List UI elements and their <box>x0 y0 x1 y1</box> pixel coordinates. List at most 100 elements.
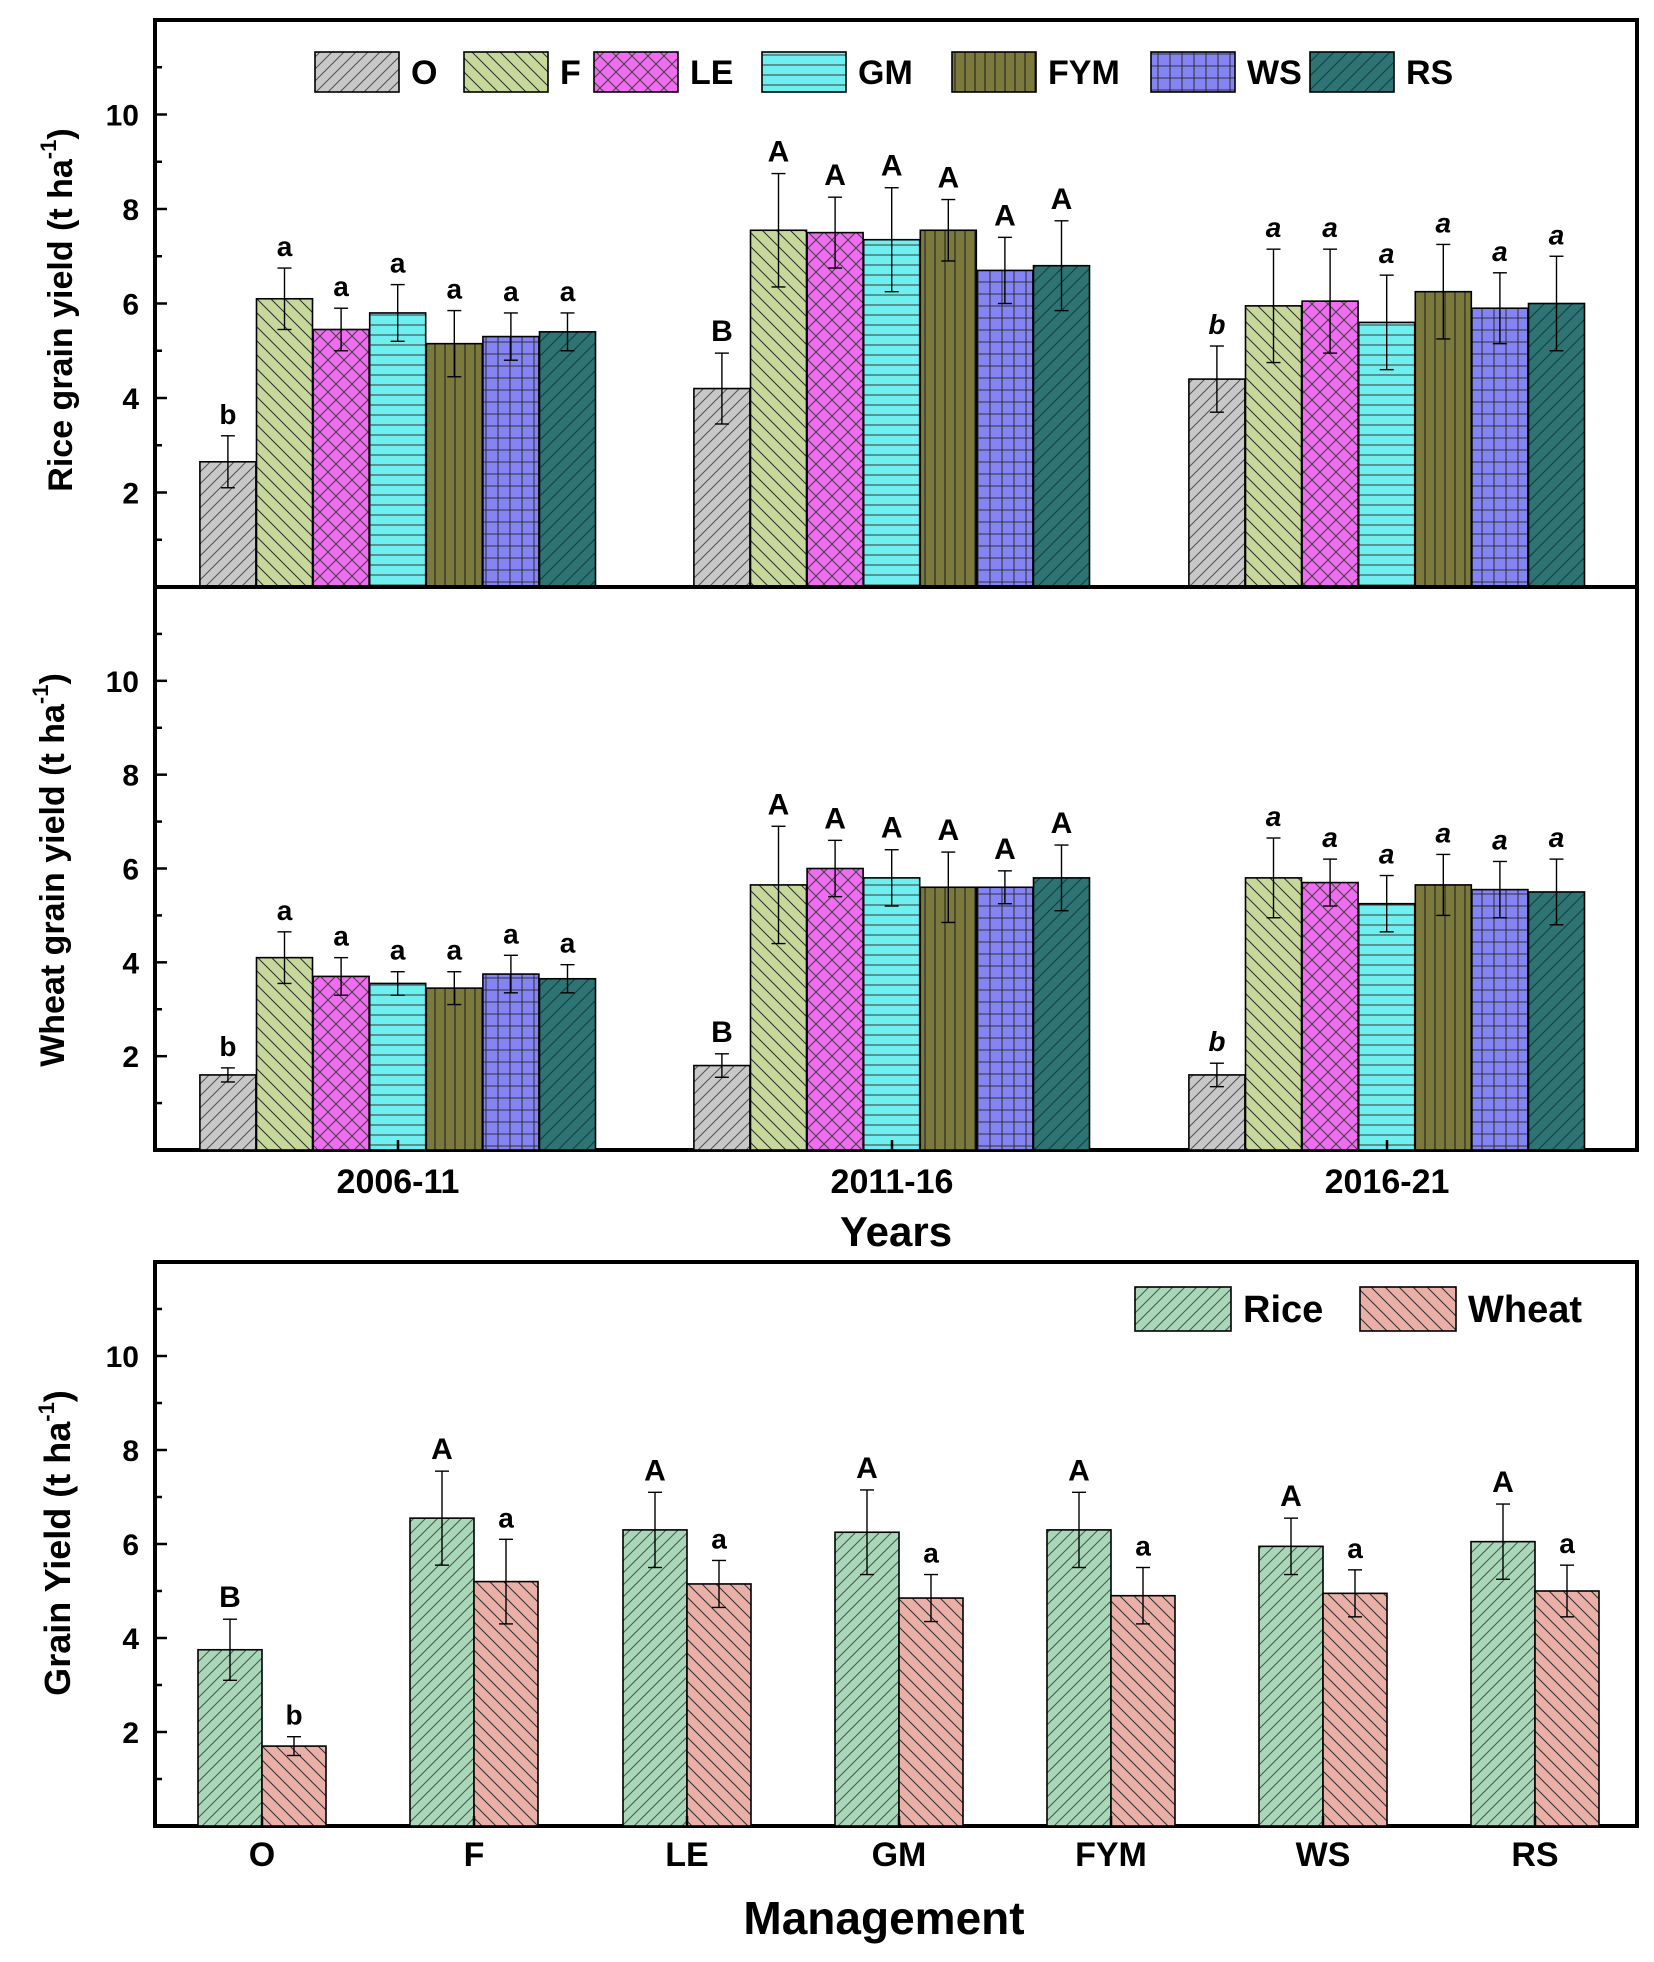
bar-le-2016-21 <box>1301 881 1359 1151</box>
bar-le-2006-11 <box>312 328 370 588</box>
significance-label: A <box>881 150 903 183</box>
error-bar-le-2016-21 <box>1323 858 1338 907</box>
significance-label: a <box>923 1538 939 1569</box>
bar-wheat-fym <box>1110 1594 1176 1827</box>
legend-label-gm: GM <box>858 54 913 92</box>
significance-label: a <box>1492 824 1508 855</box>
bar-le-2011-16 <box>806 231 864 588</box>
significance-label: a <box>1559 1528 1575 1559</box>
legend-swatch-ws <box>1150 51 1236 93</box>
legend-swatch-gm <box>761 51 847 93</box>
years-axis-title: Years <box>840 1208 952 1255</box>
bar-rs-2006-11 <box>538 331 597 588</box>
error-bar-o-2011-16 <box>714 1053 729 1078</box>
bar-rs-2011-16 <box>1032 877 1091 1151</box>
legend-item-f: F <box>463 51 581 93</box>
significance-label: A <box>1280 1480 1302 1513</box>
error-bar-ws-2011-16 <box>997 870 1012 905</box>
error-bar-ws-2006-11 <box>503 954 518 994</box>
wheat-x-axis: 2006-11 2011-16 2016-21 <box>337 1140 1450 1201</box>
significance-label: a <box>447 935 463 966</box>
bar-f-2006-11 <box>255 956 314 1151</box>
legend-item-rice: Rice <box>1134 1286 1323 1332</box>
bar-rice-ws <box>1258 1545 1324 1827</box>
significance-label: a <box>1135 1531 1151 1562</box>
wheat-y-axis: 2 4 6 8 10 <box>106 632 167 1105</box>
significance-label: a <box>1347 1533 1363 1564</box>
bar-ws-2016-21 <box>1471 307 1529 588</box>
bar-o-2016-21 <box>1188 378 1246 588</box>
error-bar-fym-2006-11 <box>447 971 462 1006</box>
error-bar-rice-o <box>223 1618 237 1682</box>
x-tick-label-2016-21: 2016-21 <box>1325 1163 1450 1201</box>
bar-wheat-o <box>261 1745 327 1827</box>
management-y-axis: 2 4 6 8 10 <box>106 1307 167 1781</box>
error-bar-f-2006-11 <box>277 931 292 985</box>
error-bar-wheat-o <box>287 1735 301 1757</box>
wheat-y-axis-label: Wheat grain yield (t ha-1) <box>28 673 72 1067</box>
bar-gm-2006-11 <box>368 312 427 588</box>
bar-fym-2006-11 <box>425 342 484 588</box>
y-tick-label: 2 <box>122 1717 139 1750</box>
bar-le-2011-16 <box>806 867 864 1151</box>
y-tick-label: 8 <box>122 194 139 227</box>
error-bar-f-2016-21 <box>1266 837 1281 919</box>
x-tick-label-gm: GM <box>872 1836 927 1874</box>
significance-label: a <box>1549 822 1565 853</box>
x-tick-label-le: LE <box>665 1836 708 1874</box>
significance-label: b <box>1208 1026 1225 1057</box>
legend-swatch-rice <box>1134 1286 1232 1332</box>
legend-swatch-fym <box>951 51 1037 93</box>
error-bar-wheat-rs <box>1560 1564 1574 1618</box>
error-bar-wheat-ws <box>1348 1569 1362 1618</box>
bar-rice-f <box>409 1517 475 1827</box>
legend-item-wheat: Wheat <box>1359 1286 1582 1332</box>
management-x-axis: O F LE GM FYM WS RS <box>249 1816 1559 1874</box>
significance-label: A <box>1068 1454 1090 1487</box>
significance-label: b <box>219 399 236 430</box>
significance-label: A <box>1051 807 1073 840</box>
significance-label: a <box>560 928 576 959</box>
legend-item-fym: FYM <box>951 51 1120 93</box>
bar-ws-2006-11 <box>482 335 540 588</box>
bar-fym-2011-16 <box>919 229 978 588</box>
significance-label: a <box>1492 236 1508 267</box>
y-tick-label: 2 <box>122 1041 139 1074</box>
x-tick-label-o: O <box>249 1836 275 1874</box>
rice-legend: O F LE GM FYM WS RS <box>314 51 1453 93</box>
wheat-yield-panel: 2 4 6 8 10 b a a a a a a B A A A A A Ab a a a a a a 2006-11 2011… <box>28 585 1639 1255</box>
legend-label-le: LE <box>690 54 733 92</box>
x-tick-label-2006-11: 2006-11 <box>337 1163 460 1201</box>
significance-label: a <box>447 274 463 305</box>
y-tick-label: 8 <box>122 760 139 793</box>
bar-f-2011-16 <box>749 229 808 588</box>
legend-swatch-o <box>314 51 400 93</box>
y-tick-label: 8 <box>122 1435 139 1468</box>
error-bar-le-2016-21 <box>1323 248 1338 354</box>
bar-gm-2011-16 <box>862 877 921 1151</box>
y-tick-label: 4 <box>122 1623 139 1656</box>
management-bars: Bb Aa Aa Aa Aa Aa Aa <box>197 1433 1600 1827</box>
significance-label: b <box>219 1031 236 1062</box>
y-tick-label: 10 <box>106 1341 139 1374</box>
error-bar-ws-2016-21 <box>1492 272 1507 345</box>
error-bar-rice-f <box>435 1470 449 1566</box>
error-bar-le-2011-16 <box>828 839 843 898</box>
x-tick-label-2011-16: 2011-16 <box>831 1163 954 1201</box>
y-tick-label: 4 <box>122 383 139 416</box>
legend-item-le: LE <box>593 51 733 93</box>
y-tick-label: 4 <box>122 947 139 980</box>
significance-label: A <box>937 162 959 195</box>
bar-o-2016-21 <box>1188 1074 1246 1151</box>
rice-y-axis-label: Rice grain yield (t ha-1) <box>36 128 80 491</box>
significance-label: a <box>277 231 293 262</box>
error-bar-f-2006-11 <box>277 267 292 331</box>
significance-label: A <box>1051 183 1073 216</box>
error-bar-rice-ws <box>1284 1517 1298 1576</box>
rice-y-axis: 2 4 6 8 10 <box>106 66 167 541</box>
bar-gm-2011-16 <box>862 238 921 588</box>
legend-item-o: O <box>314 51 437 93</box>
bar-gm-2006-11 <box>368 982 427 1151</box>
significance-label: a <box>1379 238 1395 269</box>
error-bar-f-2011-16 <box>771 825 786 945</box>
